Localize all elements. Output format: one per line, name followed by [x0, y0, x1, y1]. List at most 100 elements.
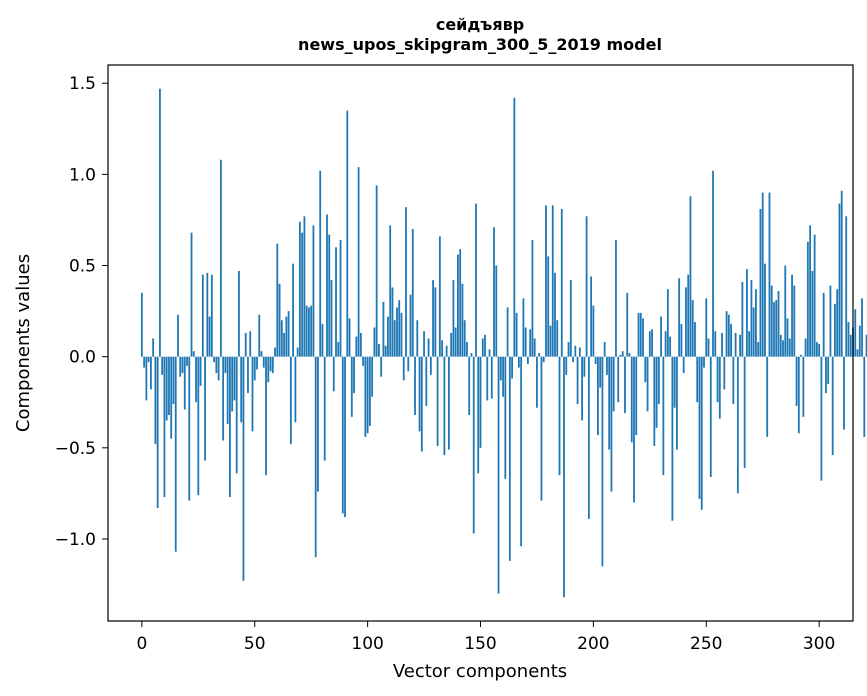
- bar: [624, 356, 626, 414]
- bar: [567, 342, 570, 357]
- bar: [181, 356, 184, 374]
- bar: [215, 356, 218, 374]
- bar: [441, 340, 444, 357]
- bar: [813, 234, 816, 357]
- bar: [466, 342, 468, 357]
- bar: [258, 314, 261, 357]
- x-tick-label: 0: [136, 634, 147, 654]
- bar: [265, 356, 267, 476]
- bar: [371, 356, 374, 397]
- bar: [662, 356, 665, 476]
- bar: [308, 307, 310, 357]
- bar: [470, 353, 473, 357]
- y-tick-label: 0.5: [69, 257, 96, 277]
- bar: [779, 334, 782, 357]
- bar: [721, 332, 723, 357]
- bar: [217, 356, 220, 381]
- bar: [276, 243, 279, 357]
- bar: [865, 334, 867, 357]
- bar: [583, 356, 586, 377]
- y-axis-label: Components values: [13, 254, 34, 432]
- bar: [619, 354, 622, 357]
- bar: [831, 356, 834, 456]
- bar: [784, 265, 787, 357]
- chart-title: сейдъявр: [436, 15, 524, 34]
- bar: [206, 272, 209, 357]
- bar: [508, 356, 511, 561]
- bar: [651, 329, 653, 357]
- bar: [341, 356, 344, 514]
- bar: [698, 356, 701, 499]
- bar: [691, 300, 694, 357]
- bar: [825, 356, 827, 394]
- bar: [461, 283, 464, 357]
- bar: [278, 283, 281, 357]
- bar: [551, 205, 554, 357]
- bar: [725, 311, 728, 357]
- bar: [454, 327, 457, 357]
- bar: [407, 356, 410, 372]
- bar: [499, 356, 502, 381]
- bar: [540, 356, 543, 501]
- bar: [529, 329, 532, 357]
- bar: [834, 303, 836, 357]
- bar: [292, 263, 295, 357]
- bar: [346, 110, 349, 357]
- bar: [493, 227, 495, 357]
- bar: [687, 274, 690, 357]
- bar: [366, 356, 369, 434]
- bar: [736, 356, 739, 494]
- bar: [795, 356, 798, 406]
- bar: [183, 356, 186, 410]
- y-tick-label: 1.0: [69, 165, 96, 185]
- x-tick-label: 100: [351, 634, 383, 654]
- bar: [642, 318, 644, 357]
- bar: [545, 205, 547, 357]
- chart-subtitle: news_upos_skipgram_300_5_2019 model: [298, 35, 662, 54]
- bar: [517, 356, 520, 368]
- bar: [612, 356, 615, 412]
- bar: [321, 323, 324, 357]
- bar: [274, 347, 276, 357]
- bar: [305, 305, 308, 357]
- bar: [712, 170, 714, 357]
- bar: [486, 356, 489, 401]
- bar: [172, 356, 175, 405]
- bar: [630, 356, 633, 443]
- bar: [743, 356, 746, 468]
- bar: [666, 289, 669, 357]
- bar: [490, 356, 493, 399]
- bar: [766, 356, 769, 437]
- bar: [777, 291, 780, 357]
- bar: [556, 320, 559, 357]
- bar: [283, 332, 285, 357]
- bar: [269, 356, 272, 372]
- bar: [511, 356, 514, 379]
- bar: [800, 354, 802, 357]
- bar: [475, 203, 477, 357]
- bar: [786, 318, 789, 357]
- bar: [195, 356, 197, 403]
- bar: [497, 356, 500, 594]
- bar: [472, 356, 475, 534]
- bar: [700, 356, 703, 510]
- bar: [694, 322, 696, 357]
- bar: [253, 356, 256, 381]
- bar: [463, 320, 466, 357]
- bar: [335, 247, 337, 357]
- bar: [375, 185, 378, 357]
- bar: [531, 240, 534, 357]
- bar: [163, 356, 166, 498]
- bar: [854, 309, 857, 357]
- bar: [716, 356, 719, 403]
- bar: [262, 356, 265, 368]
- bar: [664, 331, 667, 357]
- bar: [587, 356, 590, 519]
- bar: [350, 356, 353, 417]
- bar: [660, 316, 663, 357]
- bar: [231, 356, 234, 412]
- bar: [177, 314, 179, 357]
- bar: [317, 356, 319, 492]
- bar: [332, 356, 335, 392]
- bar: [425, 356, 428, 406]
